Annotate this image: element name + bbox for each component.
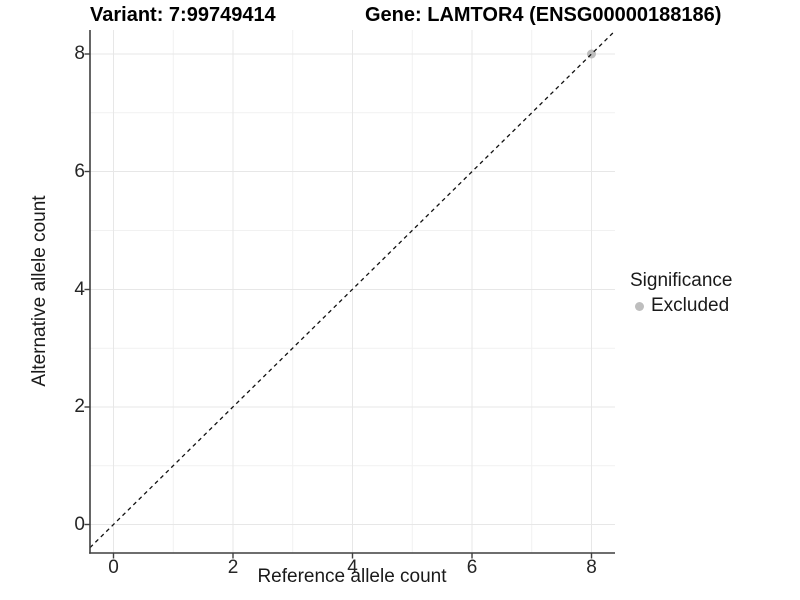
- x-axis-title: Reference allele count: [257, 566, 447, 587]
- legend: Significance Excluded: [630, 270, 732, 317]
- y-tick-label-6: 6: [74, 160, 85, 182]
- legend-entry-excluded: Excluded: [630, 295, 732, 317]
- legend-title: Significance: [630, 270, 733, 291]
- y-tick-label-2: 2: [74, 396, 85, 417]
- gene-title: Gene: LAMTOR4 (ENSG00000188186): [365, 4, 722, 26]
- y-tick-label-8: 8: [74, 43, 85, 64]
- axis-tick-marks: [84, 53, 593, 559]
- x-tick-label-8: 8: [586, 557, 597, 578]
- legend-entry-label: Excluded: [651, 295, 730, 316]
- variant-title: Variant: 7:99749414: [90, 4, 276, 26]
- y-tick-label-0: 0: [74, 513, 85, 535]
- excluded-point-icon: [635, 301, 644, 311]
- y-axis-title: Alternative allele count: [29, 195, 50, 387]
- x-tick-label-4: 4: [347, 557, 358, 578]
- x-tick-label-6: 6: [466, 557, 478, 578]
- y-tick-label-4: 4: [74, 278, 85, 300]
- identity-line: [89, 30, 616, 549]
- x-tick-label-2: 2: [227, 557, 239, 578]
- x-tick-label-0: 0: [108, 557, 119, 578]
